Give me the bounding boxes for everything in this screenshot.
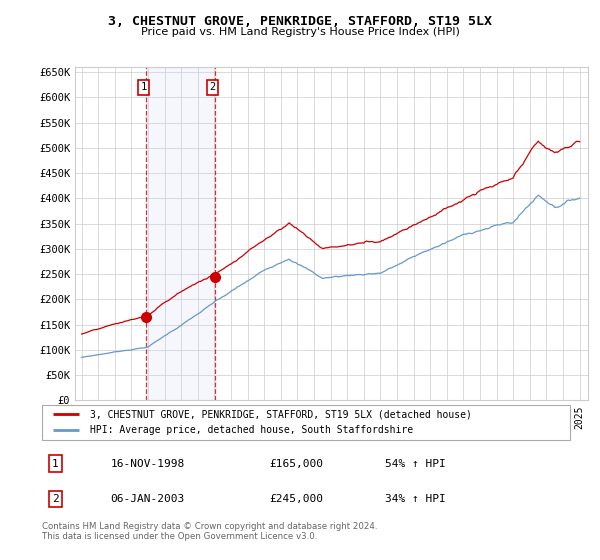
Text: 3, CHESTNUT GROVE, PENKRIDGE, STAFFORD, ST19 5LX (detached house): 3, CHESTNUT GROVE, PENKRIDGE, STAFFORD, … (89, 409, 472, 419)
Text: 2: 2 (52, 494, 59, 504)
Text: Contains HM Land Registry data © Crown copyright and database right 2024.
This d: Contains HM Land Registry data © Crown c… (42, 522, 377, 542)
Text: £165,000: £165,000 (269, 459, 323, 469)
Text: £245,000: £245,000 (269, 494, 323, 504)
Text: 2: 2 (209, 82, 215, 92)
Text: 06-JAN-2003: 06-JAN-2003 (110, 494, 185, 504)
Text: 34% ↑ HPI: 34% ↑ HPI (385, 494, 446, 504)
Text: Price paid vs. HM Land Registry's House Price Index (HPI): Price paid vs. HM Land Registry's House … (140, 27, 460, 38)
Text: HPI: Average price, detached house, South Staffordshire: HPI: Average price, detached house, Sout… (89, 425, 413, 435)
Bar (146, 67, 215, 400)
Text: 3, CHESTNUT GROVE, PENKRIDGE, STAFFORD, ST19 5LX: 3, CHESTNUT GROVE, PENKRIDGE, STAFFORD, … (108, 15, 492, 28)
Text: 1: 1 (52, 459, 59, 469)
Text: 16-NOV-1998: 16-NOV-1998 (110, 459, 185, 469)
Text: 54% ↑ HPI: 54% ↑ HPI (385, 459, 446, 469)
Text: 1: 1 (140, 82, 146, 92)
FancyBboxPatch shape (42, 405, 570, 440)
